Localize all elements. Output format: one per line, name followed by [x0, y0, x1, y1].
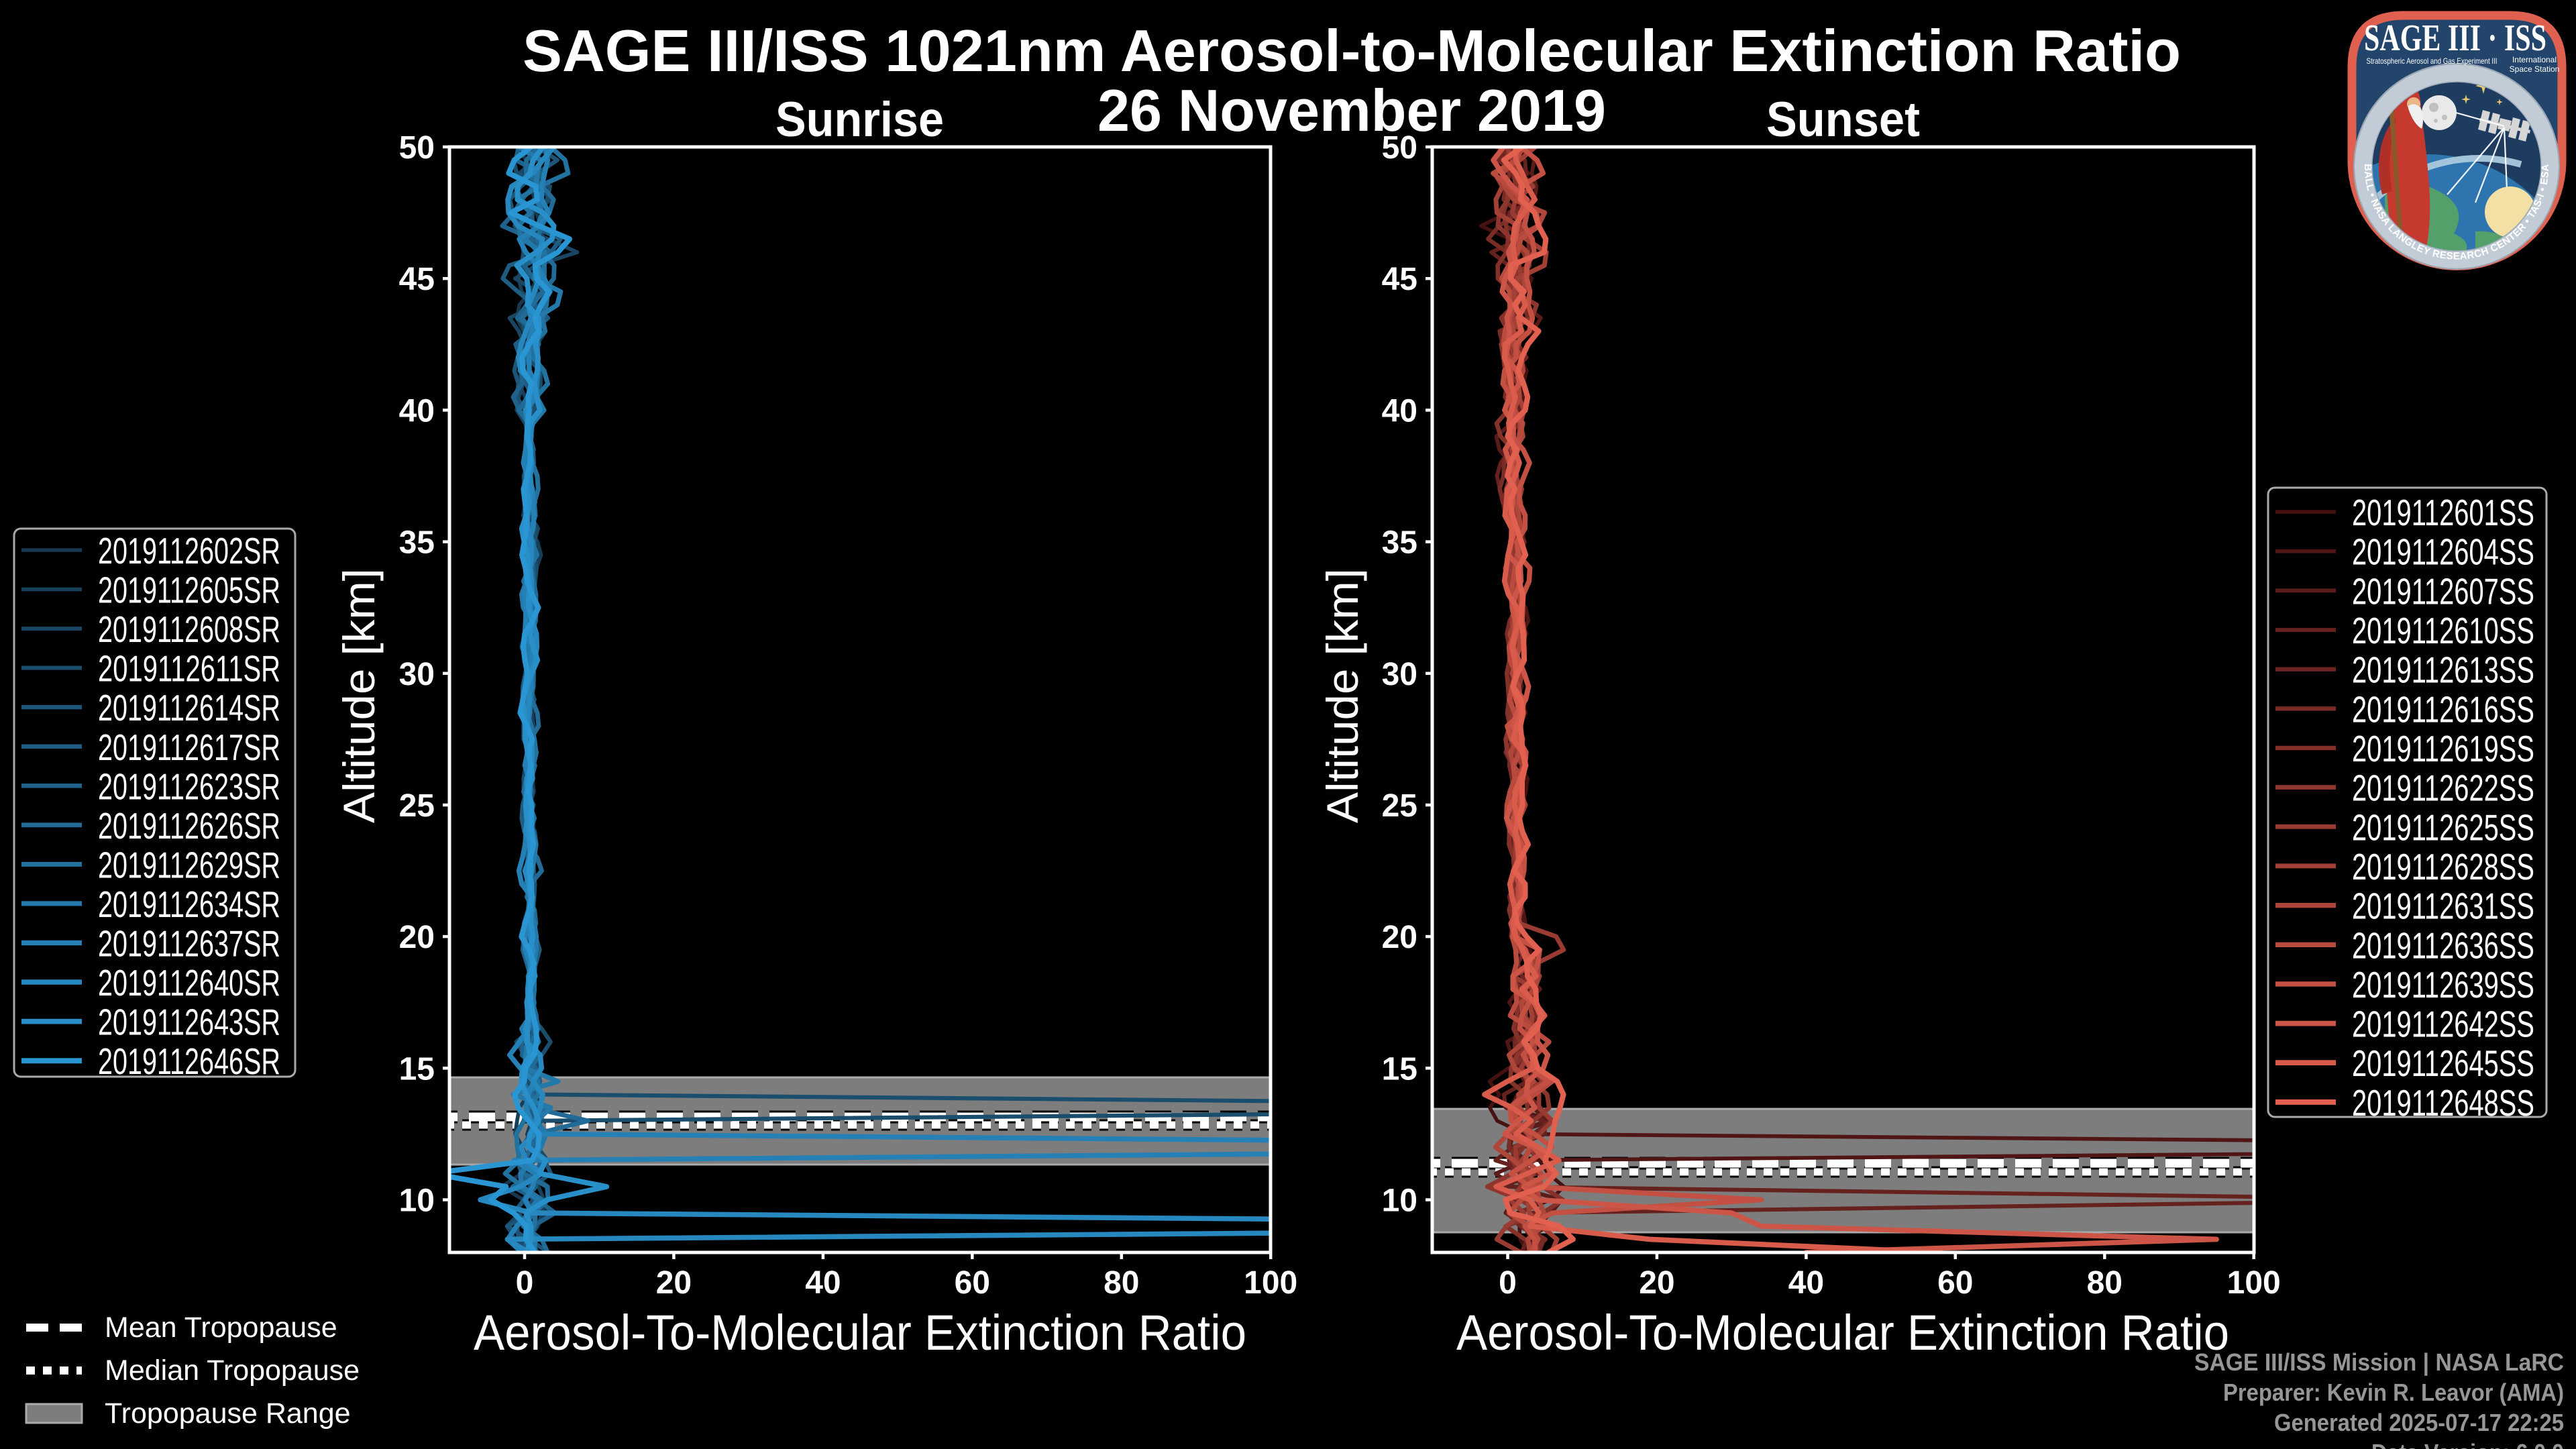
svg-text:Preparer: Kevin R. Leavor (AMA: Preparer: Kevin R. Leavor (AMA)	[2223, 1379, 2564, 1406]
svg-text:Altitude [km]: Altitude [km]	[334, 568, 384, 823]
svg-text:30: 30	[1382, 657, 1417, 692]
svg-text:2019112628SS: 2019112628SS	[2352, 846, 2534, 888]
svg-text:20: 20	[399, 920, 435, 955]
svg-text:2019112629SR: 2019112629SR	[98, 844, 280, 885]
svg-text:SAGE III/ISS Mission | NASA La: SAGE III/ISS Mission | NASA LaRC	[2194, 1348, 2564, 1377]
svg-text:50: 50	[399, 130, 435, 166]
svg-text:2019112626SR: 2019112626SR	[98, 805, 280, 847]
svg-text:2019112642SS: 2019112642SS	[2352, 1004, 2534, 1045]
svg-text:SAGE III/ISS 1021nm Aerosol-to: SAGE III/ISS 1021nm Aerosol-to-Molecular…	[523, 17, 2181, 84]
svg-text:0: 0	[516, 1265, 534, 1301]
svg-text:2019112634SR: 2019112634SR	[98, 883, 280, 925]
svg-text:2019112640SR: 2019112640SR	[98, 962, 280, 1004]
svg-text:20: 20	[1382, 920, 1417, 955]
svg-text:40: 40	[1788, 1265, 1824, 1301]
svg-text:2019112639SS: 2019112639SS	[2352, 964, 2534, 1006]
svg-text:Median Tropopause: Median Tropopause	[105, 1354, 360, 1387]
svg-text:2019112645SS: 2019112645SS	[2352, 1042, 2534, 1084]
svg-text:2019112608SR: 2019112608SR	[98, 608, 280, 650]
svg-text:Aerosol-To-Molecular Extinctio: Aerosol-To-Molecular Extinction Ratio	[474, 1305, 1246, 1360]
svg-text:2019112623SR: 2019112623SR	[98, 765, 280, 807]
svg-text:80: 80	[1104, 1265, 1139, 1301]
svg-text:2019112607SS: 2019112607SS	[2352, 570, 2534, 612]
svg-text:Mean Tropopause: Mean Tropopause	[105, 1311, 337, 1344]
svg-text:20: 20	[1639, 1265, 1674, 1301]
svg-text:25: 25	[399, 788, 435, 824]
svg-text:2019112610SS: 2019112610SS	[2352, 610, 2534, 651]
svg-text:2019112622SS: 2019112622SS	[2352, 767, 2534, 809]
svg-text:Sunset: Sunset	[1766, 93, 1920, 147]
svg-text:2019112631SS: 2019112631SS	[2352, 885, 2534, 927]
svg-text:15: 15	[399, 1051, 435, 1087]
svg-text:2019112646SR: 2019112646SR	[98, 1040, 280, 1082]
svg-text:2019112613SS: 2019112613SS	[2352, 649, 2534, 691]
svg-text:2019112637SR: 2019112637SR	[98, 923, 280, 965]
svg-text:100: 100	[1244, 1265, 1297, 1301]
svg-text:26 November 2019: 26 November 2019	[1097, 77, 1606, 144]
svg-text:45: 45	[399, 262, 435, 297]
svg-text:0: 0	[1499, 1265, 1517, 1301]
svg-text:2019112616SS: 2019112616SS	[2352, 688, 2534, 730]
svg-text:15: 15	[1382, 1051, 1417, 1087]
svg-text:2019112605SR: 2019112605SR	[98, 570, 280, 611]
svg-text:2019112636SS: 2019112636SS	[2352, 924, 2534, 966]
svg-text:35: 35	[1382, 525, 1417, 561]
svg-text:Space Station: Space Station	[2510, 64, 2560, 74]
svg-text:SAGE III · ISS: SAGE III · ISS	[2364, 17, 2546, 59]
svg-text:30: 30	[399, 657, 435, 692]
svg-text:10: 10	[1382, 1183, 1417, 1219]
svg-text:Sunrise: Sunrise	[775, 93, 944, 147]
svg-text:Generated 2025-07-17 22:25: Generated 2025-07-17 22:25	[2274, 1409, 2564, 1436]
svg-text:60: 60	[955, 1265, 990, 1301]
svg-text:45: 45	[1382, 262, 1417, 297]
svg-text:80: 80	[2087, 1265, 2123, 1301]
svg-text:2019112601SS: 2019112601SS	[2352, 492, 2534, 533]
svg-text:Tropopause Range: Tropopause Range	[105, 1397, 351, 1430]
svg-text:25: 25	[1382, 788, 1417, 824]
svg-text:2019112611SR: 2019112611SR	[98, 648, 280, 690]
svg-text:35: 35	[399, 525, 435, 561]
svg-text:2019112617SR: 2019112617SR	[98, 727, 280, 768]
svg-text:2019112602SR: 2019112602SR	[98, 530, 280, 572]
svg-text:Stratospheric Aerosol and Gas: Stratospheric Aerosol and Gas Experiment…	[2367, 56, 2498, 66]
svg-text:2019112643SR: 2019112643SR	[98, 1002, 280, 1043]
svg-text:Aerosol-To-Molecular Extinctio: Aerosol-To-Molecular Extinction Ratio	[1456, 1305, 2229, 1360]
svg-text:10: 10	[399, 1183, 435, 1219]
svg-text:100: 100	[2227, 1265, 2281, 1301]
svg-text:2019112604SS: 2019112604SS	[2352, 531, 2534, 573]
svg-text:40: 40	[805, 1265, 841, 1301]
svg-text:20: 20	[656, 1265, 692, 1301]
svg-text:40: 40	[399, 393, 435, 429]
svg-text:2019112619SS: 2019112619SS	[2352, 728, 2534, 769]
svg-text:50: 50	[1382, 130, 1417, 166]
svg-text:2019112614SR: 2019112614SR	[98, 687, 280, 729]
svg-text:60: 60	[1937, 1265, 1973, 1301]
svg-text:Altitude [km]: Altitude [km]	[1318, 568, 1367, 823]
svg-text:International: International	[2512, 55, 2557, 64]
svg-text:2019112625SS: 2019112625SS	[2352, 806, 2534, 848]
svg-text:40: 40	[1382, 393, 1417, 429]
svg-text:2019112648SS: 2019112648SS	[2352, 1082, 2534, 1124]
svg-text:Data Version: 6.0.0: Data Version: 6.0.0	[2371, 1439, 2564, 1449]
